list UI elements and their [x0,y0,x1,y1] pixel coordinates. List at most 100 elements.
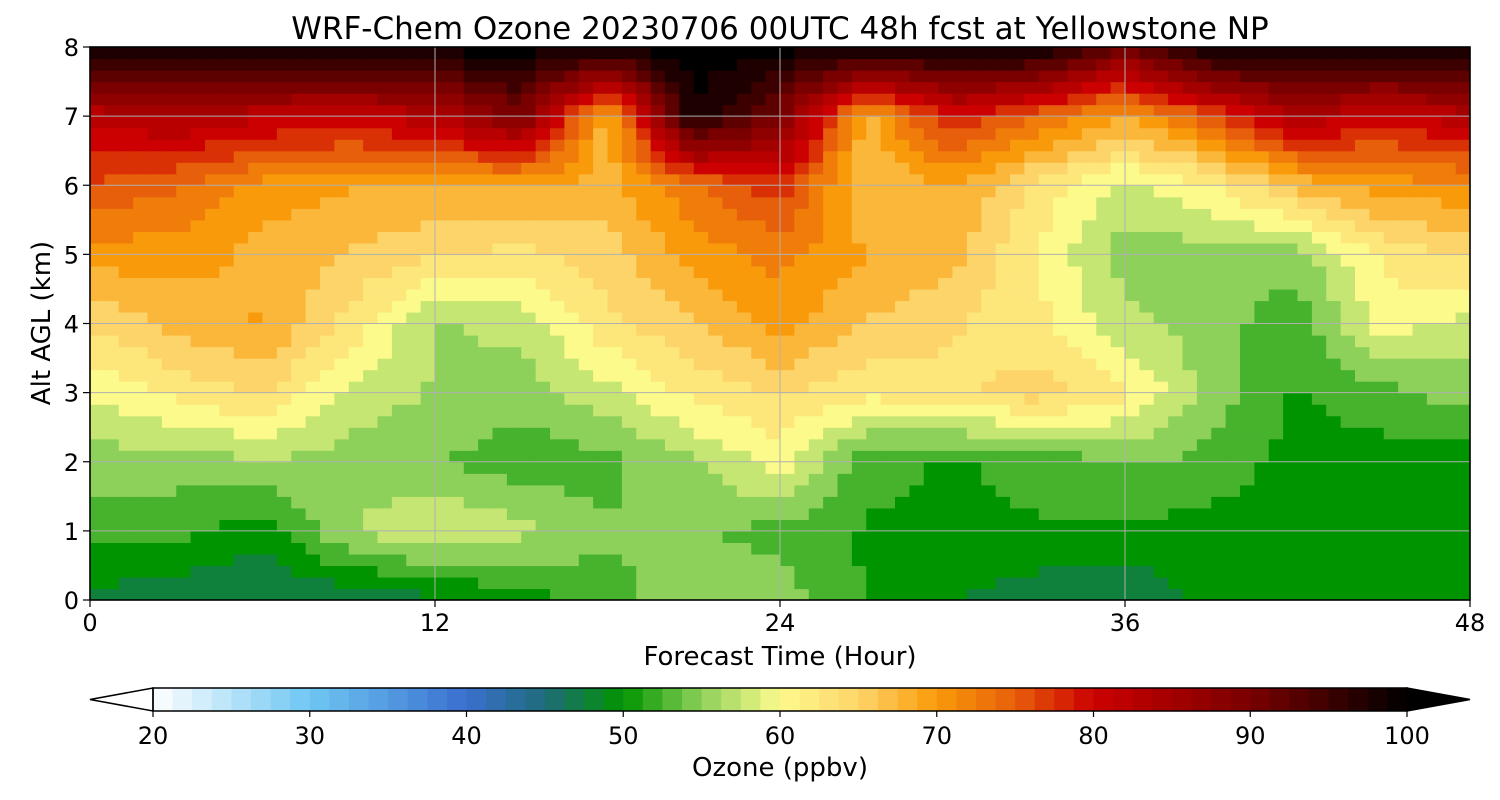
heatmap-cell [1139,358,1155,371]
heatmap-cell [449,553,465,567]
heatmap-cell [1168,427,1184,440]
heatmap-cell [1196,358,1212,371]
heatmap-cell [1067,104,1083,117]
heatmap-cell [1024,415,1040,428]
heatmap-cell [320,427,335,440]
heatmap-cell [1096,323,1112,336]
heatmap-cell [794,70,810,83]
heatmap-cell [262,150,278,163]
heatmap-cell [722,358,738,371]
heatmap-cell [578,438,594,451]
colorbar-segment [427,688,448,711]
heatmap-cell [506,553,522,567]
heatmap-cell [1211,288,1227,302]
heatmap-cell [1455,392,1470,405]
heatmap-cell [621,404,637,417]
heatmap-cell [248,358,264,371]
heatmap-cell [535,58,551,71]
heatmap-cell [1240,81,1255,94]
heatmap-cell [1067,553,1083,567]
heatmap-cell [923,70,939,83]
heatmap-cell [1412,461,1428,474]
heatmap-cell [880,323,896,336]
heatmap-cell [636,473,652,486]
heatmap-cell [1355,576,1370,590]
heatmap-cell [521,496,537,509]
heatmap-cell [1010,242,1025,255]
heatmap-cell [176,438,192,451]
colorbar-segment [1015,688,1036,711]
heatmap-cell [1125,242,1140,255]
heatmap-cell [1268,150,1284,163]
heatmap-cell [276,507,292,520]
heatmap-cell [219,104,235,117]
heatmap-cell [1038,461,1054,474]
heatmap-cell [909,519,925,532]
heatmap-cell [1225,93,1241,106]
heatmap-cell [1426,565,1442,578]
heatmap-cell [1297,392,1313,405]
heatmap-cell [679,507,695,520]
heatmap-cell [578,507,594,520]
y-axis-label: Alt AGL (km) [27,241,57,405]
heatmap-cell [1125,185,1140,198]
heatmap-cell [1383,381,1399,394]
heatmap-cell [1196,346,1212,359]
heatmap-cell [291,70,307,83]
heatmap-cell [1412,519,1428,532]
heatmap-cell [550,104,565,117]
heatmap-cell [1240,254,1255,267]
heatmap-cell [880,70,896,83]
heatmap-cell [1168,196,1184,209]
colorbar-label: Ozone (ppbv) [692,753,868,783]
heatmap-cell [262,104,278,117]
heatmap-cell [895,519,910,532]
heatmap-cell [679,404,695,417]
heatmap-cell [837,542,853,555]
heatmap-cell [1240,208,1255,221]
heatmap-cell [449,461,465,474]
heatmap-cell [923,277,939,290]
heatmap-cell [1153,58,1169,71]
heatmap-cell [621,369,637,382]
heatmap-cell [665,116,680,129]
heatmap-cell [909,565,925,578]
heatmap-cell [1398,496,1414,509]
heatmap-cell [981,427,997,440]
heatmap-cell [276,150,292,163]
heatmap-cell [219,588,235,600]
heatmap-cell [233,519,249,532]
heatmap-cell [1283,196,1299,209]
heatmap-cell [1110,162,1126,175]
heatmap-cell [1211,277,1227,290]
heatmap-cell [765,300,781,313]
heatmap-cell [521,427,537,440]
heatmap-cell [1067,346,1083,359]
heatmap-cell [981,196,997,209]
heatmap-cell [1225,392,1241,405]
heatmap-cell [708,254,724,267]
heatmap-cell [1081,173,1097,186]
heatmap-cell [765,427,781,440]
heatmap-cell [348,346,364,359]
heatmap-cell [118,519,134,532]
heatmap-cell [1182,415,1198,428]
heatmap-cell [190,265,206,279]
heatmap-cell [1139,484,1155,497]
heatmap-cell [1153,496,1169,509]
heatmap-cell [1196,588,1212,600]
heatmap-cell [1110,450,1126,463]
heatmap-cell [233,288,249,302]
heatmap-cell [1038,162,1054,175]
heatmap-cell [650,553,666,567]
heatmap-cell [938,288,954,302]
heatmap-cell [248,254,264,267]
heatmap-cell [636,254,652,267]
heatmap-cell [981,588,997,600]
heatmap-cell [276,208,292,221]
heatmap-cell [147,58,163,71]
heatmap-cell [118,150,134,163]
heatmap-cell [780,358,795,371]
heatmap-cell [1038,300,1054,313]
heatmap-cell [823,507,839,520]
